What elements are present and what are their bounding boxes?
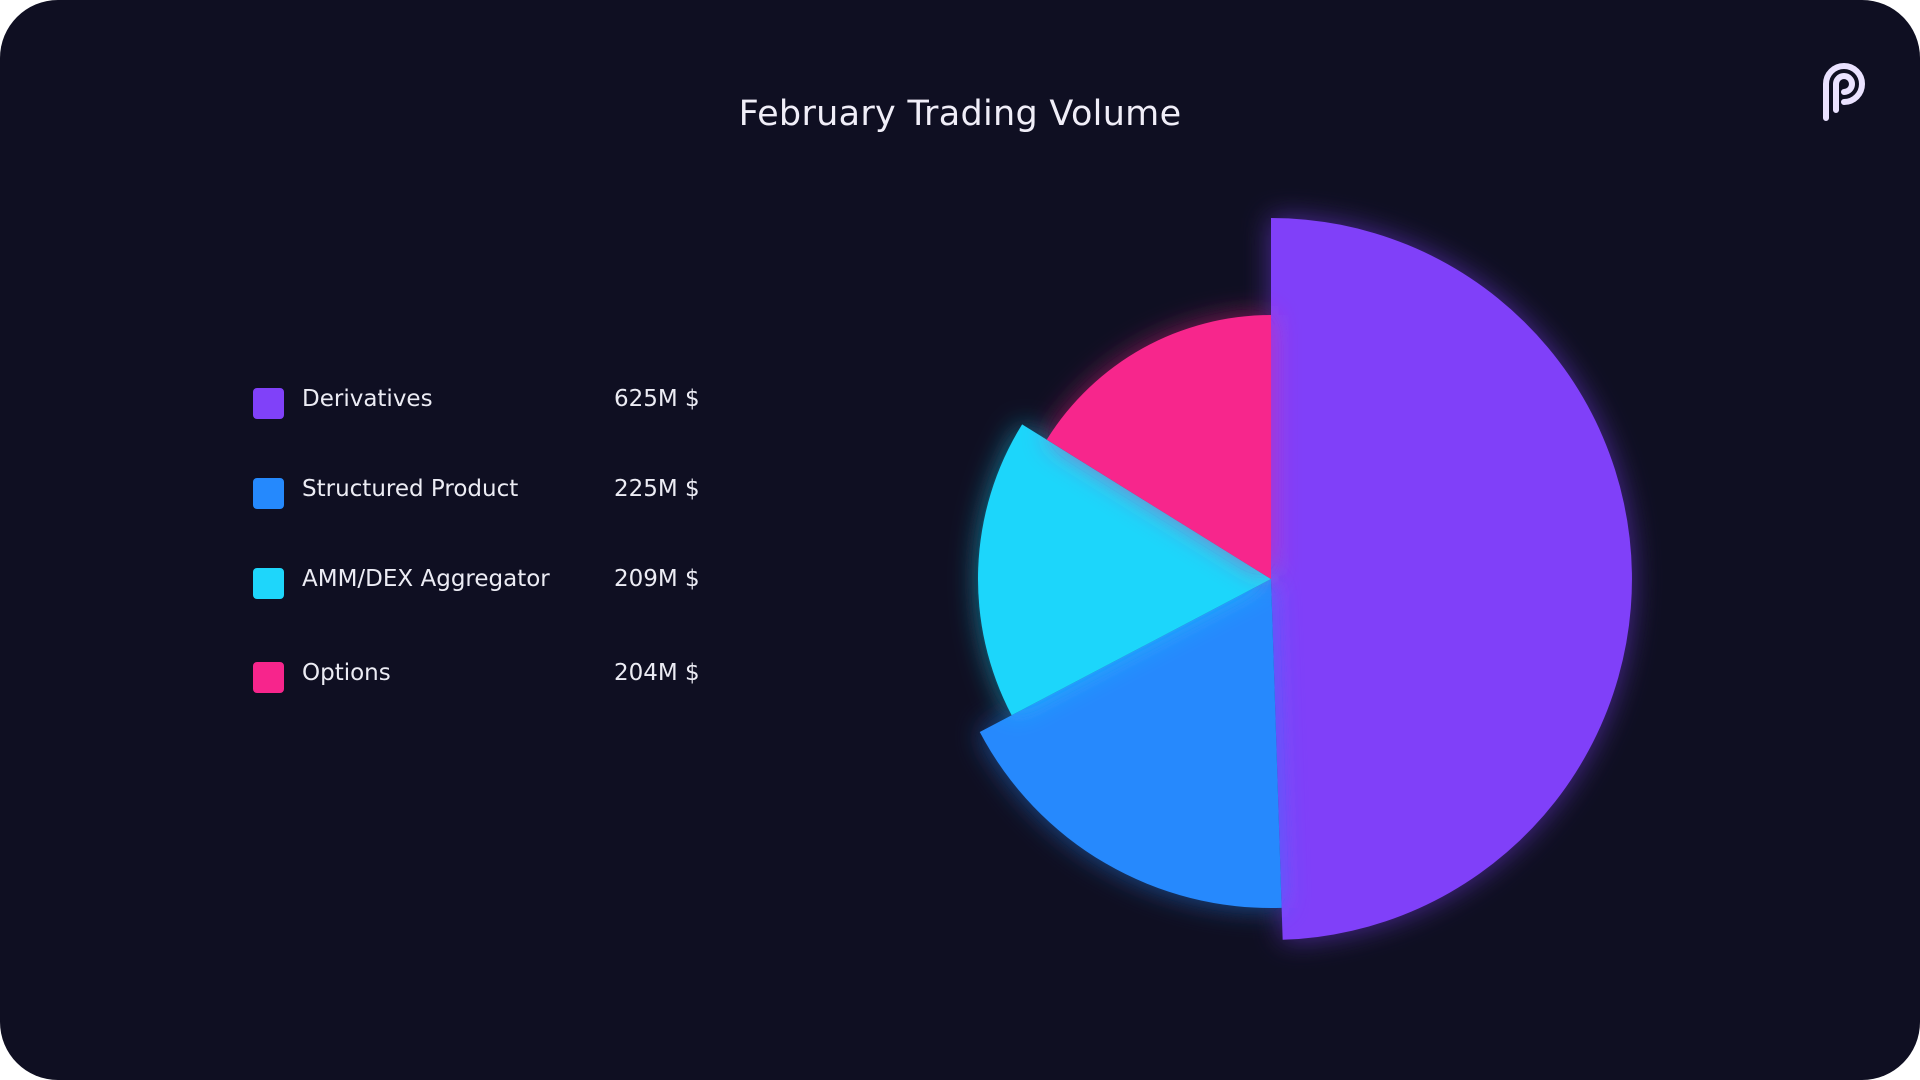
legend-swatch bbox=[253, 662, 284, 693]
legend-value: 209M $ bbox=[614, 566, 700, 592]
chart-legend: Derivatives 625M $ Structured Product 22… bbox=[253, 0, 713, 1080]
legend-swatch bbox=[253, 388, 284, 419]
legend-swatch bbox=[253, 478, 284, 509]
brand-logo-icon bbox=[1823, 63, 1865, 121]
legend-label: Options bbox=[302, 660, 391, 686]
legend-label: AMM/DEX Aggregator bbox=[302, 566, 550, 592]
pie-slice-amm-dex-aggregator[interactable] bbox=[977, 424, 1271, 716]
legend-item-derivatives[interactable]: Derivatives 625M $ bbox=[253, 383, 713, 423]
pie-slice-structured-product[interactable] bbox=[979, 579, 1282, 909]
legend-swatch bbox=[253, 568, 284, 599]
legend-value: 225M $ bbox=[614, 476, 700, 502]
legend-item-options[interactable]: Options 204M $ bbox=[253, 657, 713, 697]
legend-item-amm-dex-aggregator[interactable]: AMM/DEX Aggregator 209M $ bbox=[253, 563, 713, 603]
legend-item-structured-product[interactable]: Structured Product 225M $ bbox=[253, 473, 713, 513]
chart-title: February Trading Volume bbox=[738, 94, 1182, 134]
pie-slice-derivatives[interactable] bbox=[1271, 218, 1632, 940]
legend-value: 625M $ bbox=[614, 386, 700, 412]
legend-value: 204M $ bbox=[614, 660, 700, 686]
legend-label: Structured Product bbox=[302, 476, 519, 502]
legend-label: Derivatives bbox=[302, 386, 433, 412]
pie-slice-options[interactable] bbox=[1046, 315, 1271, 579]
